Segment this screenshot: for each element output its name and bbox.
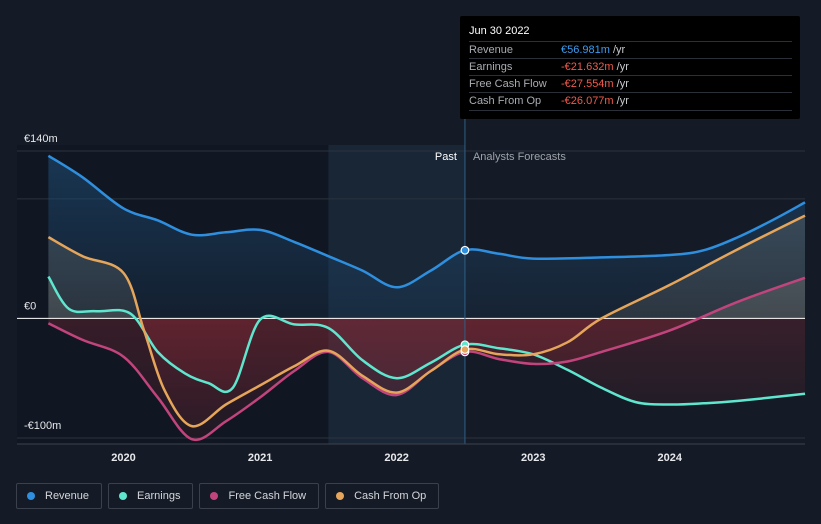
- series-line-revenue: [47, 154, 806, 289]
- tooltip-label: Revenue: [469, 44, 514, 56]
- tooltip-date: Jun 30 2022: [469, 25, 530, 37]
- tooltip-label: Cash From Op: [469, 95, 542, 107]
- markers: [460, 245, 470, 357]
- legend-label: Cash From Op: [354, 490, 427, 502]
- tooltip-value: -€21.632m /yr: [561, 61, 629, 73]
- tooltip-value: -€27.554m /yr: [561, 78, 629, 90]
- past-label: Past: [435, 151, 457, 163]
- tooltip: Jun 30 2022 Revenue €56.981m /yr Earning…: [460, 16, 800, 119]
- legend-label: Revenue: [45, 490, 90, 502]
- legend-dot-icon: [336, 492, 345, 500]
- marker-cash-from-op: [460, 345, 470, 354]
- legend-dot-icon: [210, 492, 219, 500]
- gridlines: [17, 150, 805, 439]
- series-line-earnings: [47, 275, 806, 406]
- legend-item-cash-from-op[interactable]: Cash From Op: [325, 483, 440, 509]
- x-axis-labels: 2020 2021 2022 2023 2024: [111, 452, 683, 464]
- tooltip-label: Free Cash Flow: [469, 78, 547, 90]
- tooltip-row-earnings: Earnings -€21.632m /yr: [469, 58, 792, 76]
- x-tick-label: 2022: [384, 452, 408, 464]
- x-tick-label: 2020: [111, 452, 135, 464]
- legend-item-earnings[interactable]: Earnings: [108, 483, 194, 509]
- legend-label: Free Cash Flow: [228, 490, 307, 502]
- tooltip-label: Earnings: [469, 61, 513, 73]
- legend-dot-icon: [27, 492, 35, 500]
- legend-item-free-cash-flow[interactable]: Free Cash Flow: [199, 483, 320, 509]
- legend-label: Earnings: [137, 490, 181, 502]
- tooltip-row-revenue: Revenue €56.981m /yr: [469, 41, 792, 59]
- x-tick-label: 2023: [521, 452, 545, 464]
- y-tick-label: €0: [24, 300, 36, 312]
- tooltip-value: -€26.077m /yr: [561, 95, 629, 107]
- y-tick-label: €140m: [24, 133, 58, 145]
- series-line-free-cash-flow: [47, 276, 806, 442]
- forecast-label: Analysts Forecasts: [473, 151, 566, 163]
- legend-dot-icon: [119, 492, 128, 500]
- series-lines: [47, 154, 806, 442]
- y-axis-labels: €140m €0 -€100m: [24, 133, 61, 432]
- tooltip-row-free-cash-flow: Free Cash Flow -€27.554m /yr: [469, 75, 792, 93]
- legend: Revenue Earnings Free Cash Flow Cash Fro…: [16, 483, 440, 511]
- legend-item-revenue[interactable]: Revenue: [16, 483, 103, 509]
- series-line-cash-from-op: [47, 214, 806, 428]
- revenue-area: [48, 155, 805, 319]
- y-tick-label: -€100m: [24, 420, 61, 432]
- tooltip-value: €56.981m /yr: [561, 44, 626, 56]
- positive-area: [48, 215, 805, 319]
- marker-revenue: [460, 245, 470, 255]
- x-tick-label: 2021: [248, 452, 272, 464]
- tooltip-row-cash-from-op: Cash From Op -€26.077m /yr: [469, 92, 792, 111]
- x-tick-label: 2024: [658, 452, 683, 464]
